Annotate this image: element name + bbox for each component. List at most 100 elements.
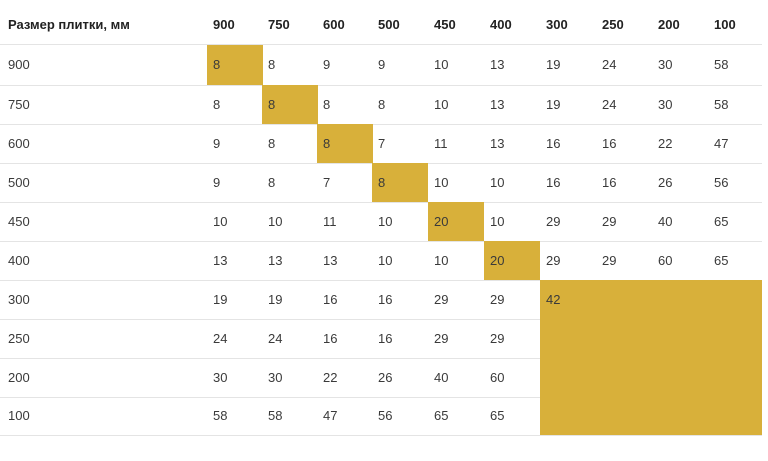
table-cell: 8: [268, 175, 276, 190]
column-header: 300: [546, 17, 568, 32]
table-cell: 24: [213, 331, 228, 346]
table-cell: 8: [213, 97, 221, 112]
table-cell: 29: [602, 214, 617, 229]
table-cell: 7: [378, 136, 386, 151]
table-cell: 58: [213, 408, 228, 423]
table-cell: 40: [434, 370, 449, 385]
row-label: 450: [8, 214, 30, 229]
table-cell: 11: [434, 136, 448, 151]
table-cell: 10: [434, 97, 449, 112]
table-cell: 30: [268, 370, 283, 385]
row-divider: [0, 319, 762, 320]
table-cell: 29: [434, 331, 449, 346]
table-cell: 10: [213, 214, 228, 229]
table-cell: 8: [378, 97, 386, 112]
table-cell: 29: [490, 331, 505, 346]
diagonal-highlight-cell: [372, 163, 428, 202]
table-cell: 19: [546, 57, 561, 72]
table-cell: 10: [378, 253, 393, 268]
row-label: 200: [8, 370, 30, 385]
table-cell: 56: [378, 408, 393, 423]
table-cell: 24: [602, 97, 617, 112]
row-label: 900: [8, 57, 30, 72]
column-header: 450: [434, 17, 456, 32]
table-cell: 22: [323, 370, 338, 385]
corner-header-label: Размер плитки, мм: [8, 17, 130, 32]
diagonal-highlight-cell: [262, 85, 318, 124]
table-cell: 8: [378, 175, 386, 190]
table-cell: 9: [213, 136, 221, 151]
column-header: 750: [268, 17, 290, 32]
row-label: 100: [8, 408, 30, 423]
table-cell: 24: [268, 331, 283, 346]
row-divider: [0, 44, 762, 45]
table-cell: 30: [658, 57, 673, 72]
diagonal-highlight-cell: [317, 124, 373, 163]
table-cell: 16: [323, 292, 338, 307]
table-cell: 16: [546, 175, 561, 190]
table-cell: 65: [434, 408, 449, 423]
table-cell: 8: [213, 57, 221, 72]
row-divider: [0, 202, 762, 203]
diagonal-highlight-cell: [428, 202, 484, 241]
table-cell: 10: [434, 253, 449, 268]
table-cell: 24: [602, 57, 617, 72]
row-divider: [0, 435, 762, 436]
table-cell: 16: [378, 292, 393, 307]
row-divider: [0, 241, 762, 242]
table-cell: 10: [378, 214, 393, 229]
table-cell: 29: [546, 214, 561, 229]
table-cell: 13: [490, 57, 505, 72]
table-cell: 29: [490, 292, 505, 307]
table-cell: 58: [714, 97, 729, 112]
table-cell: 20: [490, 253, 505, 268]
table-cell: 10: [490, 214, 505, 229]
row-divider: [0, 397, 762, 398]
table-cell: 58: [714, 57, 729, 72]
row-label: 250: [8, 331, 30, 346]
column-header: 250: [602, 17, 624, 32]
table-cell: 29: [602, 253, 617, 268]
table-cell: 8: [323, 136, 331, 151]
table-cell: 58: [268, 408, 283, 423]
diagonal-highlight-cell: [207, 45, 263, 85]
table-cell: 26: [378, 370, 393, 385]
table-cell: 42: [546, 292, 561, 307]
column-header: 100: [714, 17, 736, 32]
column-header: 600: [323, 17, 345, 32]
table-cell: 8: [268, 97, 276, 112]
row-label: 750: [8, 97, 30, 112]
table-cell: 16: [546, 136, 561, 151]
table-cell: 22: [658, 136, 673, 151]
diagonal-highlight-cell: [484, 241, 540, 280]
table-cell: 10: [490, 175, 505, 190]
table-cell: 65: [490, 408, 505, 423]
table-cell: 16: [602, 136, 617, 151]
table-cell: 19: [546, 97, 561, 112]
table-cell: 13: [490, 97, 505, 112]
row-label: 500: [8, 175, 30, 190]
row-divider: [0, 124, 762, 125]
table-cell: 47: [323, 408, 338, 423]
row-divider: [0, 280, 762, 281]
table-cell: 30: [213, 370, 228, 385]
row-label: 300: [8, 292, 30, 307]
table-cell: 26: [658, 175, 673, 190]
column-header: 200: [658, 17, 680, 32]
row-divider: [0, 85, 762, 86]
table-cell: 19: [268, 292, 283, 307]
table-cell: 30: [658, 97, 673, 112]
column-header: 500: [378, 17, 400, 32]
table-cell: 13: [268, 253, 283, 268]
table-cell: 60: [658, 253, 673, 268]
table-cell: 19: [213, 292, 228, 307]
table-cell: 20: [434, 214, 449, 229]
row-label: 400: [8, 253, 30, 268]
table-cell: 10: [434, 175, 449, 190]
table-cell: 11: [323, 214, 337, 229]
table-cell: 7: [323, 175, 331, 190]
table-cell: 40: [658, 214, 673, 229]
table-cell: 29: [434, 292, 449, 307]
table-cell: 13: [490, 136, 505, 151]
table-cell: 47: [714, 136, 729, 151]
